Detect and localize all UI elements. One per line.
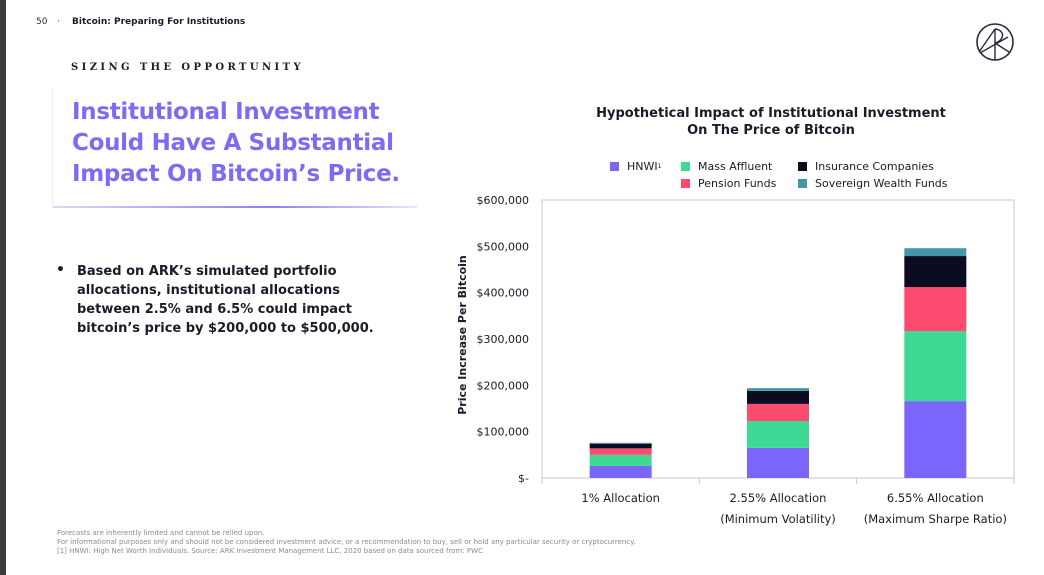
x-category-label: 2.55% Allocation <box>730 491 827 505</box>
legend-swatch <box>681 179 690 188</box>
legend-label: HNWI <box>627 160 658 173</box>
legend-swatch <box>681 162 690 171</box>
legend-label: Mass Affluent <box>698 160 773 173</box>
y-tick-label: $500,000 <box>477 240 530 253</box>
bar-segment-mass-affluent <box>904 331 967 402</box>
footer-line: For informational purposes only and shou… <box>57 538 636 546</box>
legend-swatch <box>610 162 619 171</box>
y-tick-label: $200,000 <box>477 379 530 392</box>
legend-item-mass-affluent: Mass Affluent <box>681 160 772 173</box>
bar-segment-pension-funds <box>589 448 652 455</box>
page-headline: Institutional Investment Could Have A Su… <box>72 97 400 190</box>
window-left-edge <box>0 0 6 575</box>
bar-segment-pension-funds <box>904 287 967 332</box>
bar-segment-sovereign-wealth-funds <box>747 388 809 391</box>
headline-box: Institutional Investment Could Have A Su… <box>52 88 417 208</box>
headline-line: Impact On Bitcoin’s Price. <box>72 161 400 187</box>
bar-segment-insurance-companies <box>904 256 967 288</box>
x-category-label: (Minimum Volatility) <box>720 512 836 526</box>
legend-swatch <box>798 179 807 188</box>
bar-segment-pension-funds <box>747 403 809 422</box>
y-tick-label: $400,000 <box>477 287 530 300</box>
footer-disclaimer: Forecasts are inherently limited and can… <box>57 529 636 556</box>
bar-segment-mass-affluent <box>589 454 652 466</box>
bullet-marker: • <box>56 262 65 278</box>
headline-line: Could Have A Substantial <box>72 130 394 156</box>
y-tick-label: $100,000 <box>477 426 530 439</box>
footer-line: [1] HNWI: High Net Worth Individuals. So… <box>57 547 483 555</box>
bar-segment-mass-affluent <box>747 421 809 448</box>
x-category-label: 1% Allocation <box>581 491 660 505</box>
bar-segment-hnwi <box>747 447 809 478</box>
bars <box>589 248 967 478</box>
bar-segment-hnwi <box>589 465 652 478</box>
bar-segment-insurance-companies <box>589 443 652 449</box>
legend-item-sovereign-wealth-funds: Sovereign Wealth Funds <box>798 177 948 190</box>
legend-swatch <box>798 162 807 171</box>
legend-label: Pension Funds <box>698 177 777 190</box>
bar-segment-insurance-companies <box>747 390 809 404</box>
legend-item-hnwi: HNWI 1 <box>610 160 661 173</box>
chart-title-line: On The Price of Bitcoin <box>687 123 855 138</box>
ark-logo-icon <box>976 23 1014 61</box>
x-category-label: (Maximum Sharpe Ratio) <box>864 512 1007 526</box>
page-number: 50 <box>36 17 48 27</box>
section-kicker: SIZING THE OPPORTUNITY <box>71 62 304 73</box>
y-tick-label: $300,000 <box>477 333 530 346</box>
x-category-label: 6.55% Allocation <box>887 491 984 505</box>
bar-segment-sovereign-wealth-funds <box>589 442 652 444</box>
headline-line: Institutional Investment <box>72 99 380 125</box>
y-axis-ticks: $- $100,000 $200,000 $300,000 $400,000 $500,0… <box>477 194 530 485</box>
legend-label: Insurance Companies <box>815 160 934 173</box>
header-separator: · <box>57 17 60 27</box>
legend-label: Sovereign Wealth Funds <box>815 177 948 190</box>
legend-item-pension-funds: Pension Funds <box>681 177 776 190</box>
y-tick-label: $- <box>518 472 529 485</box>
chart-title-line: Hypothetical Impact of Institutional Inv… <box>596 106 946 121</box>
x-axis-labels: 1% Allocation 2.55% Allocation (Minimum Vo… <box>581 491 1007 526</box>
document-title: Bitcoin: Preparing For Institutions <box>72 17 246 27</box>
bar-segment-hnwi <box>904 401 967 478</box>
footer-line: Forecasts are inherently limited and can… <box>57 529 265 537</box>
legend-superscript: 1 <box>657 163 662 170</box>
y-axis-title: Price Increase Per Bitcoin <box>456 255 469 415</box>
bar-segment-sovereign-wealth-funds <box>904 248 967 257</box>
legend-item-insurance-companies: Insurance Companies <box>798 160 934 173</box>
chart-title: Hypothetical Impact of Institutional Inv… <box>571 105 971 139</box>
bullet-text: Based on ARK’s simulated portfolio alloc… <box>77 264 374 336</box>
y-tick-label: $600,000 <box>477 194 530 207</box>
